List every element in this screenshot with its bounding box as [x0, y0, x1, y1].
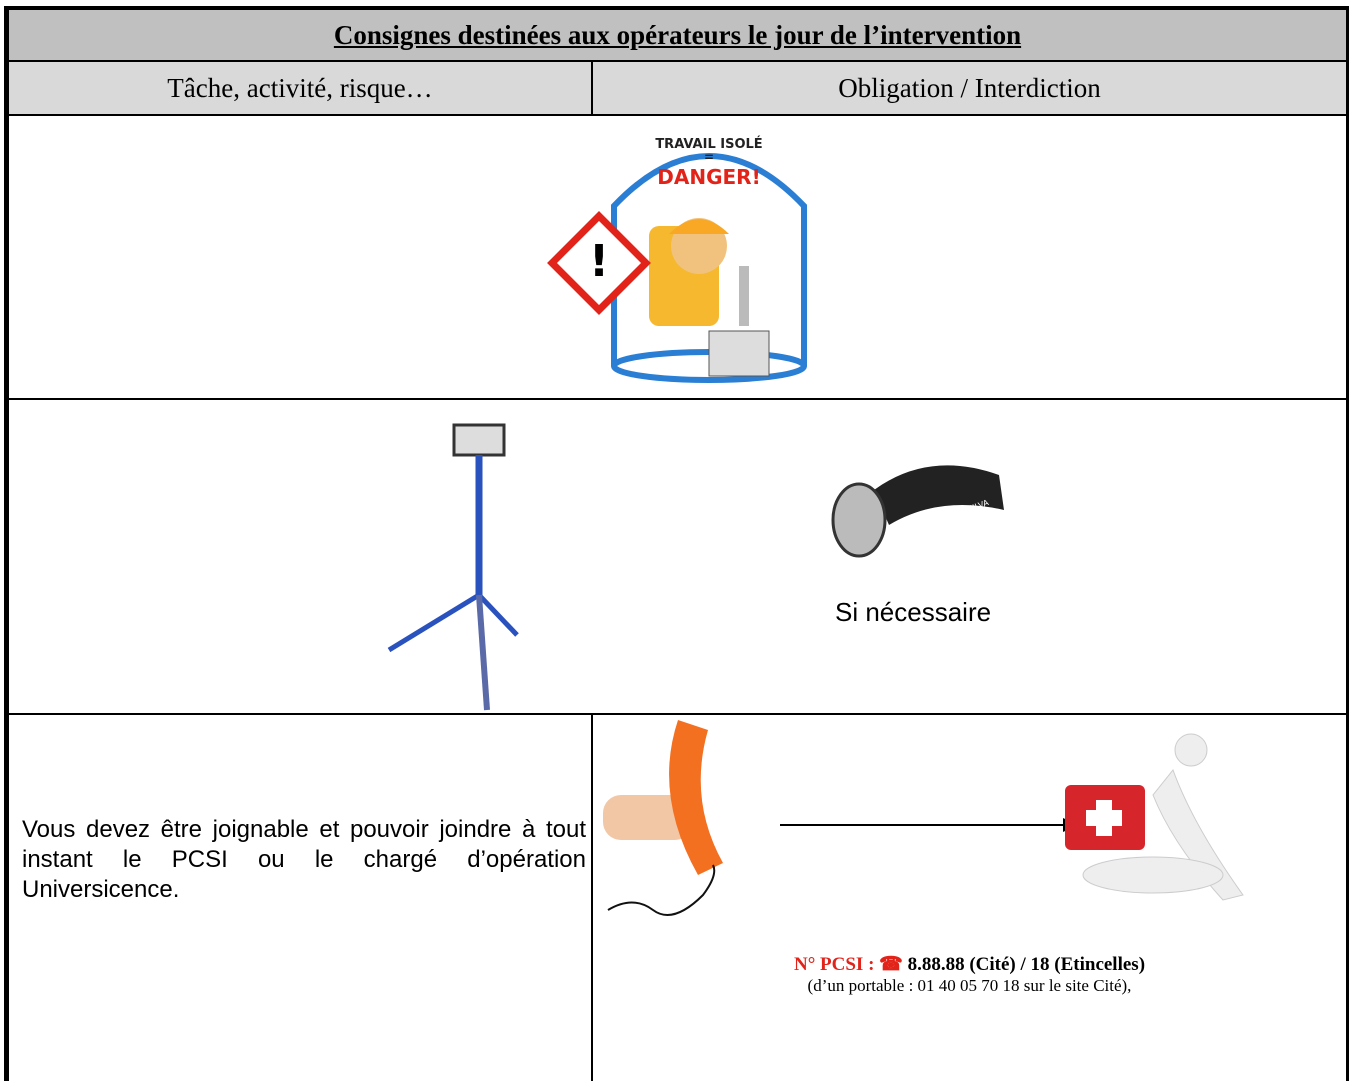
contact-text: Vous devez être joignable et pouvoir joi… — [22, 816, 586, 903]
pcsi-label: N° PCSI : — [793, 954, 875, 975]
column-header: Tâche, activité, risque… — [9, 62, 593, 116]
lighting-row: SILVA Si nécessaire — [9, 400, 1346, 715]
danger-illustration: TRAVAIL ISOLÉ = DANGER! ! — [547, 136, 807, 383]
phone-icon: ☎ — [879, 954, 903, 975]
mobile-line: (d’un portable : 01 40 05 70 18 sur le s… — [807, 976, 1132, 995]
column-label: Obligation / Interdiction — [838, 72, 1101, 103]
pcsi-line: N° PCSI : ☎ 8.88.88 (Cité) / 18 (Etincel… — [593, 953, 1346, 976]
title: Consignes destinées aux opérateurs le jo… — [333, 19, 1022, 50]
title-row: Consignes destinées aux opérateurs le jo… — [9, 10, 1346, 62]
danger-row: TRAVAIL ISOLÉ = DANGER! ! — [9, 116, 1346, 400]
table-frame — [4, 6, 1349, 1081]
poster-text: TRAVAIL ISOLÉ — [655, 136, 762, 152]
column-label: Tâche, activité, risque… — [167, 72, 433, 103]
svg-text:!: ! — [589, 236, 609, 287]
poster-text: = — [704, 150, 714, 164]
contact-left: Vous devez être joignable et pouvoir joi… — [9, 715, 593, 1081]
poster-text: DANGER! — [657, 165, 760, 189]
contact-illustration — [603, 720, 1244, 916]
lighting-illustration: SILVA — [387, 423, 1004, 711]
pcsi-number: 8.88.88 (Cité) / 18 (Etincelles) — [907, 954, 1146, 975]
contact-right: N° PCSI : ☎ 8.88.88 (Cité) / 18 (Etincel… — [593, 715, 1346, 1081]
column-header: Obligation / Interdiction — [593, 62, 1346, 116]
note: Si nécessaire — [835, 597, 992, 627]
